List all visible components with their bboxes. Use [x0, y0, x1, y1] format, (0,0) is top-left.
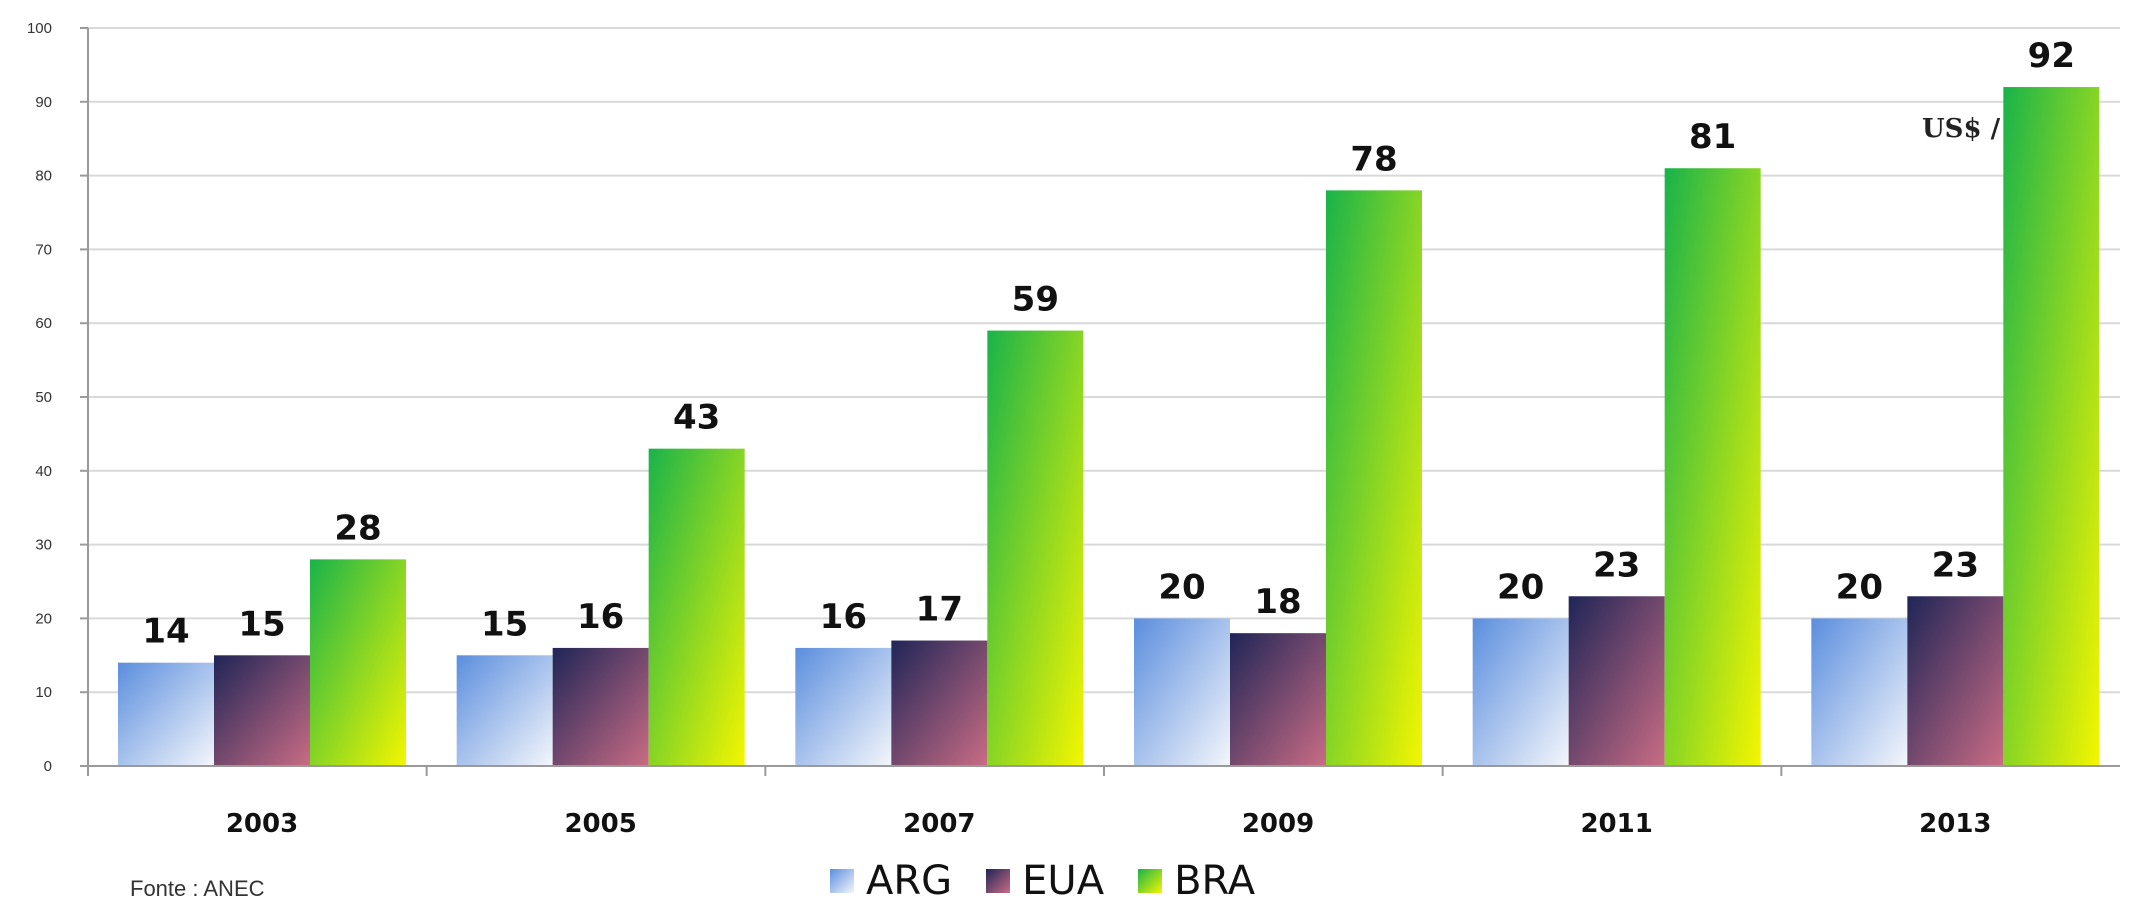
data-label-bra-2003: 28: [334, 508, 381, 548]
x-tick-label: 2009: [1242, 809, 1314, 839]
bar-eua-2005: [552, 647, 649, 766]
bar-bra-2003: [310, 559, 406, 766]
unit-annotation: US$ /: [1922, 114, 2001, 144]
x-tick-label: 2013: [1919, 809, 1991, 839]
data-label-eua-2013: 23: [1932, 545, 1979, 585]
data-label-bra-2007: 59: [1012, 280, 1059, 320]
y-tick-label: 70: [35, 241, 52, 258]
legend-label-arg: ARG: [866, 858, 953, 904]
data-label-arg-2013: 20: [1836, 567, 1883, 607]
y-tick-label: 40: [35, 463, 52, 480]
legend-item-eua: EUA: [986, 858, 1104, 904]
y-tick-label: 30: [35, 537, 52, 554]
y-tick-label: 60: [35, 315, 52, 332]
data-label-arg-2003: 14: [142, 612, 189, 652]
y-axis: 0 10 20 30 40 50 60 70 80 90 100: [27, 20, 89, 775]
x-tick-label: 2011: [1580, 809, 1652, 839]
y-tick-label: 20: [35, 610, 52, 627]
data-label-arg-2005: 15: [481, 604, 528, 644]
data-label-bra-2009: 78: [1350, 139, 1397, 179]
bar-bra-2007: [987, 330, 1084, 766]
bar-bra-2013: [2003, 87, 2100, 767]
data-label-eua-2003: 15: [238, 604, 285, 644]
bars: [118, 87, 2100, 767]
y-tick-label: 0: [44, 758, 52, 775]
data-label-bra-2013: 92: [2028, 36, 2075, 76]
gridlines: [88, 27, 2120, 767]
data-label-eua-2007: 17: [916, 590, 963, 630]
data-label-bra-2005: 43: [673, 398, 720, 438]
bar-eua-2003: [214, 655, 310, 766]
x-tick-label: 2003: [226, 809, 298, 839]
bar-eua-2013: [1907, 596, 2004, 766]
data-label-eua-2005: 16: [577, 597, 624, 637]
legend: ARG EUA BRA: [830, 858, 1255, 904]
legend-item-arg: ARG: [830, 858, 952, 904]
x-axis: 2003 2005 2007 2009 2011 2013: [87, 765, 2120, 839]
y-tick-label: 100: [27, 20, 52, 37]
legend-swatch-bra: [1138, 869, 1163, 893]
bar-arg-2013: [1811, 618, 1908, 766]
data-label-bra-2011: 81: [1689, 117, 1736, 157]
bar-arg-2011: [1472, 618, 1569, 766]
data-label-eua-2011: 23: [1593, 545, 1640, 585]
bar-bra-2009: [1326, 190, 1422, 767]
legend-swatch-eua: [986, 869, 1011, 893]
y-tick-label: 50: [35, 389, 52, 406]
y-tick-label: 90: [35, 94, 52, 111]
bar-arg-2003: [118, 662, 214, 766]
bar-bra-2005: [648, 448, 745, 766]
bar-arg-2007: [795, 647, 892, 766]
legend-item-bra: BRA: [1138, 858, 1255, 904]
bar-eua-2007: [891, 640, 988, 766]
bar-arg-2009: [1134, 618, 1230, 766]
data-label-arg-2009: 20: [1158, 567, 1205, 607]
y-tick-label: 10: [35, 684, 52, 701]
bar-bra-2011: [1664, 168, 1761, 767]
legend-label-eua: EUA: [1022, 858, 1105, 904]
y-tick-label: 80: [35, 168, 52, 185]
data-labels: 14 15 28 15 16 43 16 17 59 20 18 78 20 23 81 20 23 92: [142, 36, 2075, 652]
data-label-arg-2007: 16: [820, 597, 867, 637]
x-tick-label: 2007: [903, 809, 975, 839]
source-note: Fonte : ANEC: [130, 876, 265, 901]
bar-eua-2011: [1568, 596, 1665, 766]
legend-swatch-arg: [830, 869, 854, 893]
data-label-arg-2011: 20: [1497, 567, 1544, 607]
x-tick-label: 2005: [564, 809, 636, 839]
bar-arg-2005: [456, 655, 553, 766]
data-label-eua-2009: 18: [1254, 582, 1301, 622]
bar-eua-2009: [1230, 633, 1326, 766]
legend-label-bra: BRA: [1174, 858, 1256, 904]
